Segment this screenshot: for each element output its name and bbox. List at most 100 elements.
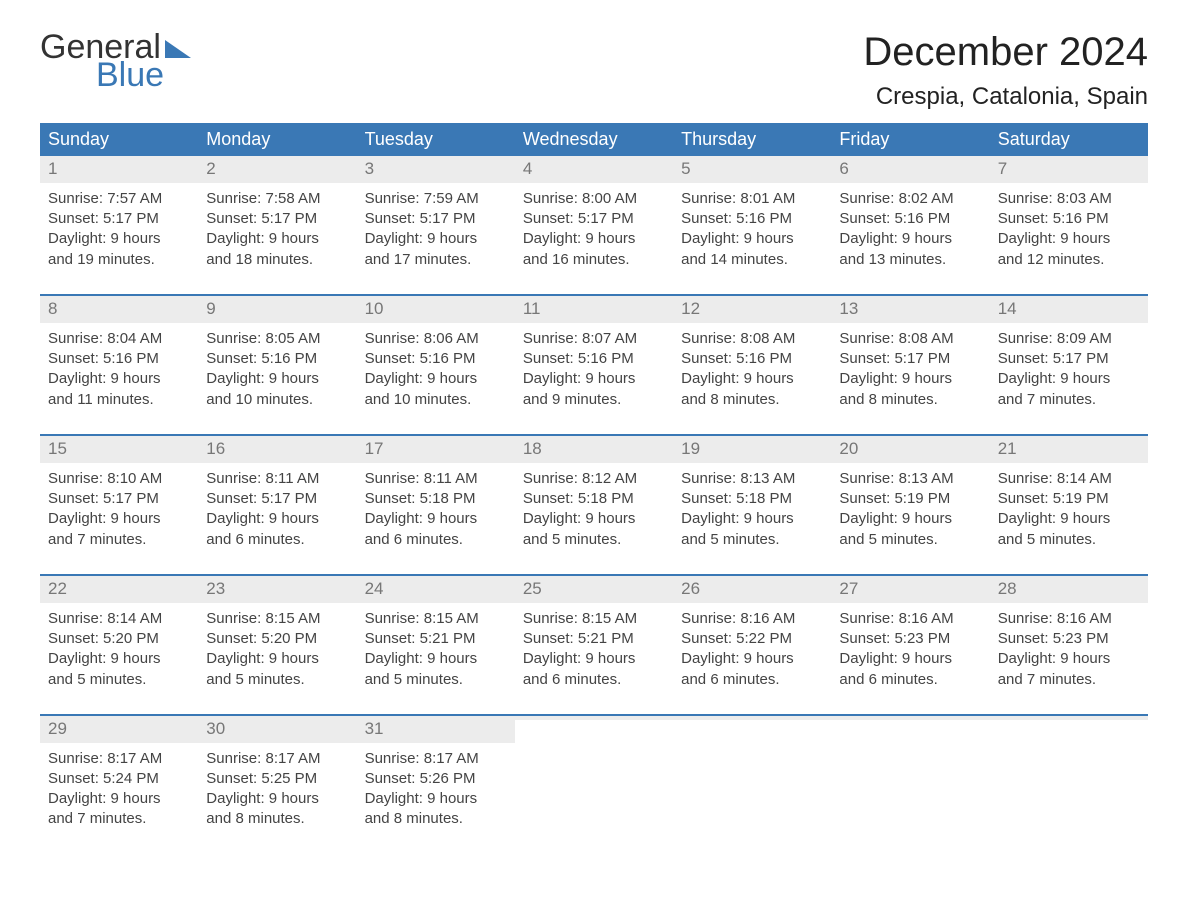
day-cell: 22Sunrise: 8:14 AMSunset: 5:20 PMDayligh… bbox=[40, 576, 198, 698]
sunrise-text: Sunrise: 7:57 AM bbox=[48, 189, 190, 209]
sunset-text: Sunset: 5:17 PM bbox=[206, 489, 348, 509]
daylight-line2: and 6 minutes. bbox=[365, 530, 507, 550]
daylight-line2: and 8 minutes. bbox=[681, 390, 823, 410]
daylight-line2: and 19 minutes. bbox=[48, 250, 190, 270]
sunset-text: Sunset: 5:24 PM bbox=[48, 769, 190, 789]
page-title: December 2024 bbox=[863, 30, 1148, 75]
day-cell: 12Sunrise: 8:08 AMSunset: 5:16 PMDayligh… bbox=[673, 296, 831, 418]
day-cell: 17Sunrise: 8:11 AMSunset: 5:18 PMDayligh… bbox=[357, 436, 515, 558]
day-number: 16 bbox=[206, 439, 225, 458]
day-number: 30 bbox=[206, 719, 225, 738]
weekday-header: Sunday bbox=[40, 123, 198, 156]
day-number-bar: 3 bbox=[357, 156, 515, 183]
sunset-text: Sunset: 5:19 PM bbox=[839, 489, 981, 509]
sunrise-text: Sunrise: 8:01 AM bbox=[681, 189, 823, 209]
daylight-line2: and 6 minutes. bbox=[681, 670, 823, 690]
daylight-line1: Daylight: 9 hours bbox=[839, 369, 981, 389]
sunset-text: Sunset: 5:25 PM bbox=[206, 769, 348, 789]
daylight-line1: Daylight: 9 hours bbox=[48, 229, 190, 249]
sunrise-text: Sunrise: 8:06 AM bbox=[365, 329, 507, 349]
sunset-text: Sunset: 5:22 PM bbox=[681, 629, 823, 649]
weekday-header: Friday bbox=[831, 123, 989, 156]
day-number: 17 bbox=[365, 439, 384, 458]
day-number-bar: 12 bbox=[673, 296, 831, 323]
sunrise-text: Sunrise: 8:03 AM bbox=[998, 189, 1140, 209]
day-cell: 3Sunrise: 7:59 AMSunset: 5:17 PMDaylight… bbox=[357, 156, 515, 278]
daylight-line2: and 7 minutes. bbox=[998, 390, 1140, 410]
day-cell bbox=[990, 716, 1148, 838]
weekday-header: Saturday bbox=[990, 123, 1148, 156]
day-number-bar: 13 bbox=[831, 296, 989, 323]
daylight-line2: and 7 minutes. bbox=[48, 809, 190, 829]
day-number-bar: 5 bbox=[673, 156, 831, 183]
title-block: December 2024 Crespia, Catalonia, Spain bbox=[863, 30, 1148, 111]
sunrise-text: Sunrise: 8:08 AM bbox=[839, 329, 981, 349]
sunrise-text: Sunrise: 8:15 AM bbox=[206, 609, 348, 629]
day-number-bar: 30 bbox=[198, 716, 356, 743]
day-cell: 4Sunrise: 8:00 AMSunset: 5:17 PMDaylight… bbox=[515, 156, 673, 278]
sunrise-text: Sunrise: 8:02 AM bbox=[839, 189, 981, 209]
week-row: 8Sunrise: 8:04 AMSunset: 5:16 PMDaylight… bbox=[40, 294, 1148, 418]
daylight-line2: and 5 minutes. bbox=[365, 670, 507, 690]
day-number-bar: 26 bbox=[673, 576, 831, 603]
daylight-line1: Daylight: 9 hours bbox=[365, 789, 507, 809]
day-cell: 26Sunrise: 8:16 AMSunset: 5:22 PMDayligh… bbox=[673, 576, 831, 698]
day-number: 12 bbox=[681, 299, 700, 318]
sunset-text: Sunset: 5:16 PM bbox=[365, 349, 507, 369]
daylight-line1: Daylight: 9 hours bbox=[365, 509, 507, 529]
daylight-line2: and 12 minutes. bbox=[998, 250, 1140, 270]
day-number-bar: 1 bbox=[40, 156, 198, 183]
logo: General Blue bbox=[40, 30, 191, 92]
day-number: 22 bbox=[48, 579, 67, 598]
sunset-text: Sunset: 5:16 PM bbox=[839, 209, 981, 229]
daylight-line1: Daylight: 9 hours bbox=[681, 649, 823, 669]
daylight-line1: Daylight: 9 hours bbox=[523, 509, 665, 529]
daylight-line1: Daylight: 9 hours bbox=[998, 369, 1140, 389]
day-cell: 25Sunrise: 8:15 AMSunset: 5:21 PMDayligh… bbox=[515, 576, 673, 698]
day-number-bar: 8 bbox=[40, 296, 198, 323]
sunset-text: Sunset: 5:20 PM bbox=[48, 629, 190, 649]
daylight-line1: Daylight: 9 hours bbox=[365, 369, 507, 389]
day-cell: 8Sunrise: 8:04 AMSunset: 5:16 PMDaylight… bbox=[40, 296, 198, 418]
sunrise-text: Sunrise: 8:11 AM bbox=[206, 469, 348, 489]
day-cell: 9Sunrise: 8:05 AMSunset: 5:16 PMDaylight… bbox=[198, 296, 356, 418]
logo-sail-icon bbox=[165, 40, 191, 58]
daylight-line2: and 6 minutes. bbox=[839, 670, 981, 690]
day-number-bar: 2 bbox=[198, 156, 356, 183]
sunrise-text: Sunrise: 8:07 AM bbox=[523, 329, 665, 349]
sunset-text: Sunset: 5:16 PM bbox=[523, 349, 665, 369]
day-number-bar: 20 bbox=[831, 436, 989, 463]
day-number: 21 bbox=[998, 439, 1017, 458]
sunset-text: Sunset: 5:20 PM bbox=[206, 629, 348, 649]
daylight-line2: and 5 minutes. bbox=[206, 670, 348, 690]
daylight-line2: and 6 minutes. bbox=[523, 670, 665, 690]
sunset-text: Sunset: 5:16 PM bbox=[681, 209, 823, 229]
day-number: 5 bbox=[681, 159, 690, 178]
day-cell: 27Sunrise: 8:16 AMSunset: 5:23 PMDayligh… bbox=[831, 576, 989, 698]
day-number-bar: 17 bbox=[357, 436, 515, 463]
day-number: 19 bbox=[681, 439, 700, 458]
sunset-text: Sunset: 5:21 PM bbox=[523, 629, 665, 649]
daylight-line1: Daylight: 9 hours bbox=[681, 369, 823, 389]
daylight-line2: and 5 minutes. bbox=[48, 670, 190, 690]
daylight-line1: Daylight: 9 hours bbox=[206, 369, 348, 389]
daylight-line1: Daylight: 9 hours bbox=[48, 649, 190, 669]
sunset-text: Sunset: 5:21 PM bbox=[365, 629, 507, 649]
day-number-bar: 9 bbox=[198, 296, 356, 323]
day-cell: 24Sunrise: 8:15 AMSunset: 5:21 PMDayligh… bbox=[357, 576, 515, 698]
sunset-text: Sunset: 5:17 PM bbox=[48, 209, 190, 229]
day-number: 1 bbox=[48, 159, 57, 178]
sunrise-text: Sunrise: 8:15 AM bbox=[365, 609, 507, 629]
sunset-text: Sunset: 5:18 PM bbox=[523, 489, 665, 509]
daylight-line2: and 5 minutes. bbox=[523, 530, 665, 550]
daylight-line2: and 13 minutes. bbox=[839, 250, 981, 270]
calendar: Sunday Monday Tuesday Wednesday Thursday… bbox=[40, 123, 1148, 838]
week-row: 15Sunrise: 8:10 AMSunset: 5:17 PMDayligh… bbox=[40, 434, 1148, 558]
sunrise-text: Sunrise: 8:17 AM bbox=[48, 749, 190, 769]
sunset-text: Sunset: 5:18 PM bbox=[365, 489, 507, 509]
day-number-bar: 4 bbox=[515, 156, 673, 183]
day-cell: 10Sunrise: 8:06 AMSunset: 5:16 PMDayligh… bbox=[357, 296, 515, 418]
week-row: 1 Sunrise: 7:57 AMSunset: 5:17 PMDaylight… bbox=[40, 156, 1148, 278]
daylight-line2: and 5 minutes. bbox=[998, 530, 1140, 550]
daylight-line1: Daylight: 9 hours bbox=[206, 649, 348, 669]
